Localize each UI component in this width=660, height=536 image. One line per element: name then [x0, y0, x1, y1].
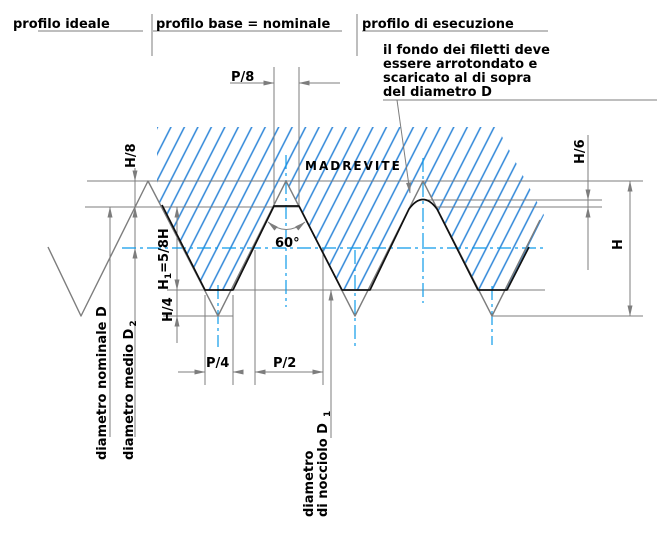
angle-60-label: 60°: [275, 236, 300, 251]
note-line-4: del diametro D: [383, 85, 492, 100]
h4-label: H/4: [161, 297, 176, 322]
diametro-nominale-label: diametro nominale D: [95, 306, 110, 460]
header-profilo-base: profilo base = nominale: [156, 17, 330, 32]
angle-arc: [267, 221, 306, 231]
diametro-nocciolo-label-1: diametro: [302, 450, 317, 517]
p4-label: P/4: [206, 356, 229, 371]
madrevite-label: MADREVITE: [305, 159, 402, 173]
p2-label: P/2: [273, 356, 296, 371]
diametro-nocciolo-label-2: di nocciolo D1: [316, 411, 333, 517]
note-leader-arrow: [396, 99, 412, 194]
diametro-medio-label: diametro medio D2: [122, 320, 139, 460]
header-profilo-ideale: profilo ideale: [13, 17, 110, 32]
dimension-arrows: [107, 80, 633, 375]
note-line-3: scaricato al di sopra: [383, 71, 531, 86]
p8-label: P/8: [231, 70, 254, 85]
h6-label: H/6: [573, 139, 588, 164]
h8-label: H/8: [124, 143, 139, 168]
h-label: H: [611, 239, 626, 250]
note-block: il fondo dei filetti deve essere arroton…: [383, 43, 550, 100]
header-rules: [38, 14, 657, 101]
header-profilo-esecuzione: profilo di esecuzione: [362, 17, 514, 32]
execution-profile: [161, 198, 530, 291]
nut-hatch-region: [157, 127, 544, 290]
note-line-1: il fondo dei filetti deve: [383, 43, 550, 58]
h1-label: H1=5/8H: [157, 228, 174, 290]
note-line-2: essere arrotondato e: [383, 57, 538, 72]
